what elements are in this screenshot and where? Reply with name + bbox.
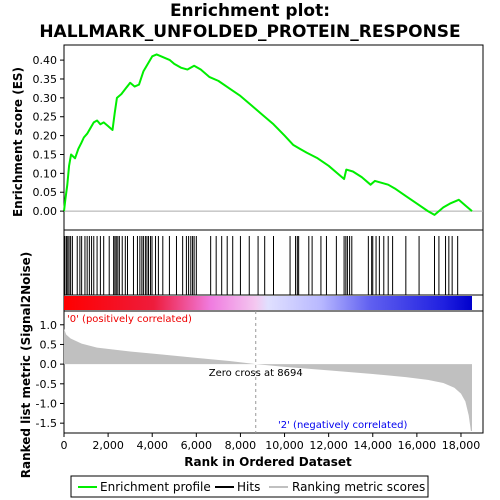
metric-y-tick-label: -0.5 (36, 378, 57, 391)
neg-correlated-label: '2' (negatively correlated) (278, 420, 407, 431)
es-y-tick-label: 0.30 (33, 92, 58, 105)
x-tick-label: 6,000 (181, 439, 213, 452)
metric-y-tick-label: 1.0 (40, 319, 58, 332)
es-y-tick-label: 0.00 (33, 205, 58, 218)
title-line-2: HALLMARK_UNFOLDED_PROTEIN_RESPONSE (39, 22, 461, 42)
pos-correlated-label: '0' (positively correlated) (67, 314, 192, 325)
es-y-tick-label: 0.15 (33, 148, 58, 161)
title-line-1: Enrichment plot: (169, 1, 331, 21)
x-tick-label: 8,000 (225, 439, 257, 452)
legend-profile-label: Enrichment profile (100, 480, 211, 494)
es-y-tick-label: 0.05 (33, 186, 58, 199)
x-axis: 0 2,000 4,000 6,000 8,000 10,000 12,000 14,000 1… (61, 433, 481, 452)
rank-colorbar (64, 296, 472, 310)
metric-y-label: Ranked list metric (Signal2Noise) (19, 252, 33, 479)
es-y-tick-label: 0.40 (33, 54, 58, 67)
legend-hits-label: Hits (237, 480, 260, 494)
es-plot-frame (63, 44, 484, 231)
metric-y-tick-label: -1.5 (36, 417, 57, 430)
x-tick-label: 14,000 (354, 439, 393, 452)
metric-y-tick-label: -1.0 (36, 397, 57, 410)
hit-markers (64, 236, 459, 295)
es-y-tick-label: 0.35 (33, 73, 58, 86)
es-y-tick-label: 0.25 (33, 111, 58, 124)
es-y-axis: 0.00 0.05 0.10 0.15 0.20 0.25 0.30 0.35 0.40 (33, 54, 64, 218)
metric-y-tick-label: 0.5 (40, 338, 58, 351)
legend-metric-label: Ranking metric scores (292, 480, 425, 494)
x-tick-label: 18,000 (442, 439, 481, 452)
es-y-tick-label: 0.20 (33, 130, 58, 143)
zero-cross: Zero cross at 8694 (209, 311, 303, 433)
legend: Enrichment profile Hits Ranking metric s… (70, 475, 429, 498)
x-tick-label: 16,000 (398, 439, 437, 452)
x-axis-label: Rank in Ordered Dataset (184, 455, 352, 469)
es-profile-line (63, 53, 473, 216)
metric-y-axis: 1.0 0.5 0.0 -0.5 -1.0 -1.5 (36, 319, 64, 430)
x-tick-label: 4,000 (136, 439, 168, 452)
es-y-tick-label: 0.10 (33, 167, 58, 180)
x-tick-label: 12,000 (309, 439, 348, 452)
es-y-label: Enrichment score (ES) (11, 67, 25, 217)
es-profile-polyline (63, 53, 473, 216)
metric-y-tick-label: 0.0 (40, 358, 58, 371)
legend-box (70, 475, 429, 498)
x-tick-label: 0 (61, 439, 68, 452)
x-tick-label: 10,000 (265, 439, 304, 452)
x-tick-label: 2,000 (92, 439, 124, 452)
zero-cross-label: Zero cross at 8694 (209, 368, 303, 379)
chart-title: Enrichment plot: HALLMARK_UNFOLDED_PROTE… (0, 1, 500, 43)
